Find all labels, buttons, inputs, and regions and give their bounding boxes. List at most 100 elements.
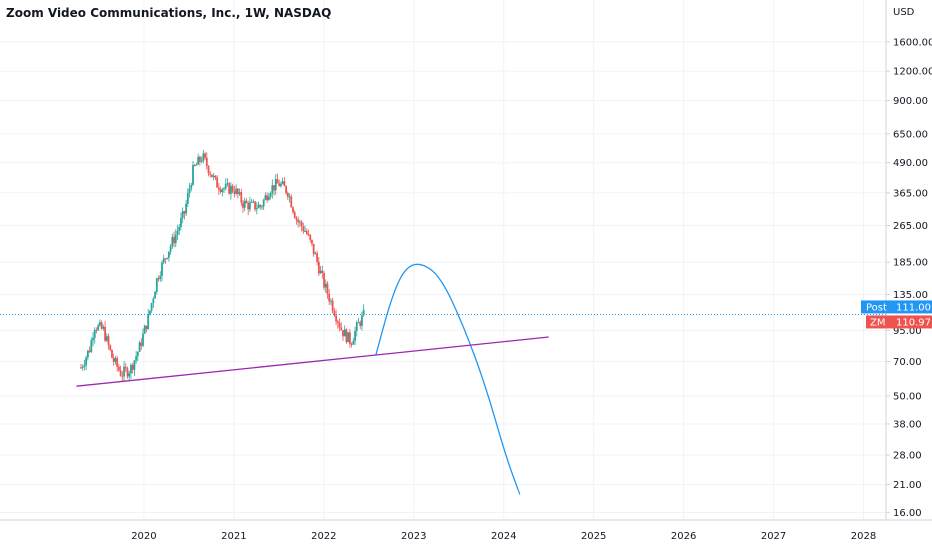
candle-body (80, 367, 82, 369)
candle-body (166, 257, 169, 259)
candle-body (255, 208, 258, 210)
drawings-layer (0, 263, 886, 496)
candle-body (86, 350, 89, 358)
candle-body (345, 329, 348, 343)
candle-body (350, 343, 353, 345)
candle-body (259, 204, 262, 207)
candle-body (357, 322, 360, 324)
candle-body (312, 243, 315, 255)
candle-body (140, 342, 143, 346)
axis-layer: USD 1600.00 1200.00 900.00 650.00 490.00 365.0… (0, 0, 932, 542)
candle-body (188, 188, 191, 194)
candle-body (173, 237, 175, 244)
candle-body (197, 156, 200, 165)
candle-body (162, 258, 165, 263)
candle-body (180, 218, 182, 228)
time-tick-label: 2020 (131, 531, 156, 542)
candle-body (104, 326, 106, 341)
candle-body (324, 283, 327, 288)
price-tick-label: 650.00 (893, 129, 928, 140)
candle-body (317, 261, 320, 274)
candle-body (343, 329, 346, 337)
symbol-price-text: 110.97 (896, 317, 931, 328)
candle-body (240, 192, 243, 203)
candle-body (95, 329, 98, 331)
candle-body (83, 365, 86, 367)
candle-body (266, 195, 269, 201)
candle-body (298, 221, 301, 223)
candle-body (223, 188, 225, 190)
candle-body (271, 185, 274, 194)
candle-body (128, 373, 131, 377)
candle-body (288, 196, 291, 198)
candle-body (328, 293, 331, 302)
price-tick-label: 21.00 (893, 480, 922, 491)
candle-body (111, 349, 113, 358)
candle-body (286, 192, 289, 197)
symbol-price-badge (893, 315, 932, 329)
price-axis-unit: USD (893, 7, 915, 18)
candle-body (190, 184, 193, 189)
candle-body (217, 187, 220, 190)
candle-body (224, 183, 227, 189)
candle-body (149, 310, 151, 314)
candle-body (297, 219, 300, 223)
price-tick-label: 50.00 (893, 391, 922, 402)
price-tick-label: 1600.00 (893, 37, 932, 48)
candle-body (143, 325, 146, 334)
time-tick-label: 2025 (581, 531, 606, 542)
candle-body (338, 322, 341, 328)
candle-body (207, 166, 210, 174)
candle-body (126, 368, 129, 377)
candle-body (130, 364, 132, 374)
time-tick-label: 2024 (491, 531, 516, 542)
candle-body (235, 188, 238, 194)
candle-body (305, 230, 308, 234)
candle-body (307, 233, 310, 235)
price-tick-label: 16.00 (893, 508, 922, 519)
candle-body (117, 366, 120, 371)
candle-body (274, 179, 277, 191)
candle-body (226, 183, 229, 185)
candle-body (243, 200, 246, 208)
candle-body (121, 375, 124, 377)
time-tick-label: 2022 (311, 531, 336, 542)
candle-body (205, 157, 208, 167)
symbol-label-badge (866, 315, 893, 329)
candle-body (112, 357, 115, 362)
candle-body (233, 191, 236, 194)
candle-body (211, 174, 213, 178)
candle-body (254, 201, 256, 210)
candle-body (285, 186, 287, 193)
candle-body (342, 330, 344, 337)
candle-body (167, 251, 170, 258)
candle-body (204, 153, 206, 158)
candle-body (186, 193, 189, 204)
candle-body (267, 196, 270, 201)
candle-body (228, 183, 231, 194)
candle-body (336, 321, 339, 323)
candle-body (231, 185, 234, 192)
candle-body (123, 366, 125, 377)
candle-body (124, 366, 127, 369)
candle-body (269, 193, 272, 197)
candle-body (193, 165, 196, 167)
grid-layer (0, 0, 886, 520)
candle-body (321, 270, 324, 273)
candle-body (138, 342, 141, 353)
candle-body (252, 201, 255, 203)
candle-body (154, 291, 156, 299)
candle-body (185, 203, 188, 214)
post-price-badge (893, 300, 932, 314)
candle-body (242, 202, 244, 208)
candle-body (330, 300, 332, 302)
price-tick-label: 38.00 (893, 419, 922, 430)
candle-body (359, 322, 362, 326)
candle-body (133, 360, 136, 370)
price-tick-label: 185.00 (893, 258, 928, 269)
candle-body (181, 211, 184, 219)
candle-body (85, 357, 88, 366)
candle-body (283, 181, 286, 187)
